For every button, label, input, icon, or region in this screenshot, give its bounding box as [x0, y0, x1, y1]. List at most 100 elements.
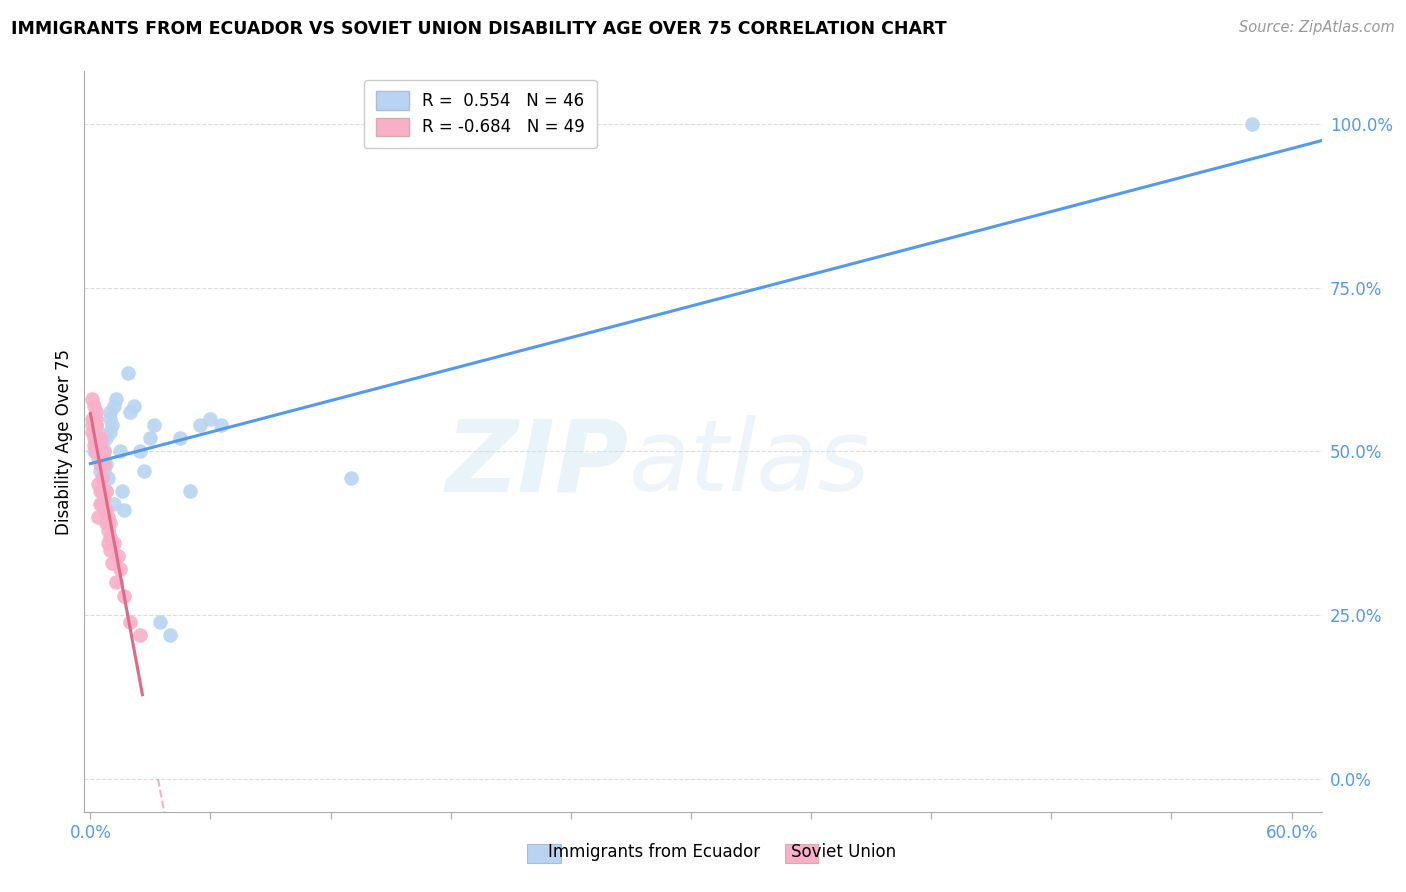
Point: [83, 411, 105, 425]
Point: [86, 444, 108, 458]
Point: [96, 431, 118, 445]
Point: [1240, 117, 1263, 131]
Point: [82, 418, 104, 433]
Point: [97, 536, 120, 550]
Point: [89, 458, 111, 472]
Y-axis label: Disability Age Over 75: Disability Age Over 75: [55, 349, 73, 534]
Point: [87, 444, 110, 458]
Point: [96, 503, 118, 517]
Text: Soviet Union: Soviet Union: [792, 843, 896, 861]
Point: [89, 483, 111, 498]
Point: [86, 411, 108, 425]
Point: [82, 392, 104, 406]
Point: [97, 523, 120, 537]
Point: [103, 497, 125, 511]
Point: [87, 438, 110, 452]
Point: [129, 628, 152, 642]
Point: [93, 444, 115, 458]
Point: [87, 509, 110, 524]
Point: [124, 399, 146, 413]
Point: [105, 392, 128, 406]
Point: [93, 464, 115, 478]
Point: [83, 399, 105, 413]
Point: [87, 450, 110, 465]
Point: [103, 399, 125, 413]
Point: [82, 425, 104, 439]
Text: atlas: atlas: [628, 416, 870, 512]
Point: [91, 470, 114, 484]
Point: [91, 483, 114, 498]
Point: [96, 483, 118, 498]
Point: [179, 483, 201, 498]
Point: [105, 575, 128, 590]
Text: Immigrants from Ecuador: Immigrants from Ecuador: [548, 843, 759, 861]
Point: [97, 470, 120, 484]
Point: [143, 418, 166, 433]
Point: [110, 562, 132, 576]
Point: [91, 438, 114, 452]
Point: [97, 509, 120, 524]
Point: [107, 549, 129, 564]
Point: [112, 503, 135, 517]
Point: [89, 438, 111, 452]
Point: [110, 444, 132, 458]
Point: [89, 444, 111, 458]
Point: [83, 411, 105, 425]
Point: [100, 516, 122, 531]
Text: IMMIGRANTS FROM ECUADOR VS SOVIET UNION DISABILITY AGE OVER 75 CORRELATION CHART: IMMIGRANTS FROM ECUADOR VS SOVIET UNION …: [11, 20, 946, 37]
Point: [93, 450, 115, 465]
Point: [83, 438, 105, 452]
Legend: R =  0.554   N = 46, R = -0.684   N = 49: R = 0.554 N = 46, R = -0.684 N = 49: [364, 79, 596, 148]
Point: [100, 425, 122, 439]
Point: [86, 431, 108, 445]
Point: [111, 483, 134, 498]
Point: [87, 477, 110, 491]
Point: [117, 366, 139, 380]
Point: [339, 470, 361, 484]
Point: [149, 615, 172, 629]
Point: [89, 431, 111, 445]
Point: [83, 444, 105, 458]
Point: [100, 530, 122, 544]
Point: [86, 405, 108, 419]
Point: [91, 497, 114, 511]
Point: [91, 431, 114, 445]
Point: [96, 483, 118, 498]
Point: [100, 411, 122, 425]
Point: [101, 418, 124, 433]
Point: [86, 431, 108, 445]
Point: [120, 615, 142, 629]
Point: [83, 431, 105, 445]
Point: [96, 458, 118, 472]
Point: [139, 431, 162, 445]
Point: [200, 411, 222, 425]
Point: [86, 438, 108, 452]
Text: Source: ZipAtlas.com: Source: ZipAtlas.com: [1239, 20, 1395, 35]
Point: [93, 458, 115, 472]
Point: [134, 464, 156, 478]
Point: [86, 418, 108, 433]
Point: [91, 450, 114, 465]
Point: [82, 411, 104, 425]
Point: [91, 444, 114, 458]
Point: [190, 418, 212, 433]
Point: [89, 464, 111, 478]
Point: [93, 444, 115, 458]
Point: [89, 497, 111, 511]
Point: [129, 444, 152, 458]
Point: [86, 444, 108, 458]
Point: [112, 589, 135, 603]
Point: [159, 628, 181, 642]
Point: [96, 516, 118, 531]
Point: [120, 405, 142, 419]
Point: [93, 490, 115, 504]
Point: [89, 431, 111, 445]
Point: [93, 503, 115, 517]
Point: [89, 431, 111, 445]
Point: [100, 405, 122, 419]
Point: [87, 425, 110, 439]
Point: [100, 542, 122, 557]
Text: ZIP: ZIP: [446, 416, 628, 512]
Point: [86, 418, 108, 433]
Point: [103, 536, 125, 550]
